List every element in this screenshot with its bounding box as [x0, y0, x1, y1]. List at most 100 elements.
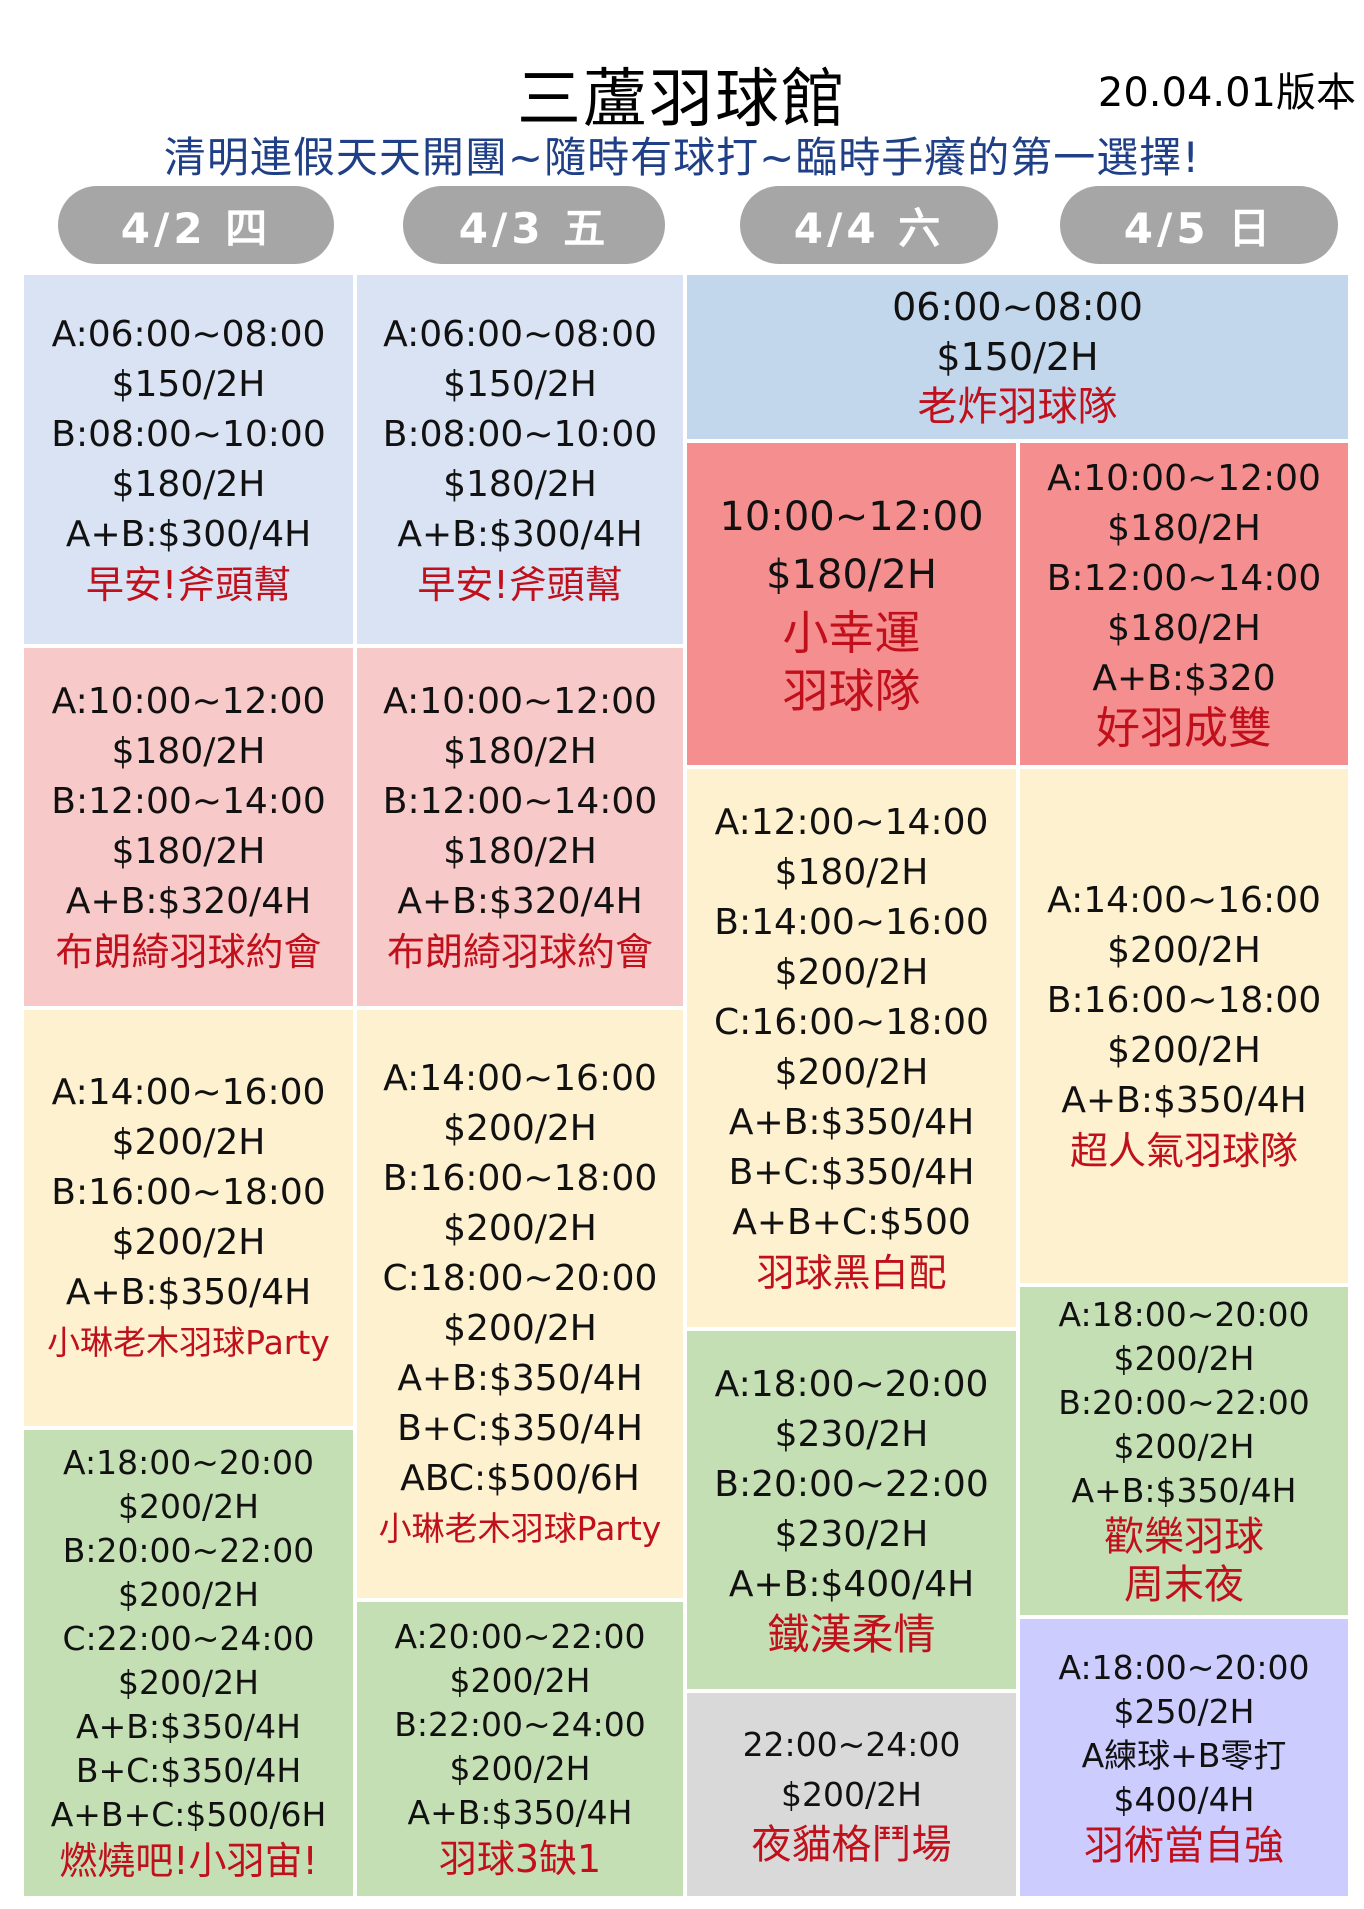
time-line: 10:00~12:00 — [719, 494, 984, 540]
team-name: 燃燒吧!小羽宙! — [59, 1839, 318, 1883]
price-line: $180/2H — [774, 852, 929, 893]
session-d1-evening: A:18:00~20:00 $200/2H B:20:00~22:00 $200… — [22, 1428, 355, 1898]
time-line: B:12:00~14:00 — [51, 781, 326, 822]
price-line: $150/2H — [936, 335, 1099, 379]
time-line: A:10:00~12:00 — [1047, 458, 1321, 499]
time-line: B:16:00~18:00 — [51, 1172, 326, 1213]
session-d4-night: A:18:00~20:00 $250/2H A練球+B零打 $400/4H 羽術… — [1018, 1617, 1350, 1898]
time-line: B:08:00~10:00 — [51, 413, 326, 455]
price-line: $150/2H — [111, 363, 266, 405]
session-d3-afternoon: A:12:00~14:00 $180/2H B:14:00~16:00 $200… — [685, 767, 1018, 1329]
time-line: B:08:00~10:00 — [382, 413, 658, 455]
team-name: 羽術當自強 — [1084, 1822, 1284, 1869]
combo-price-line: A+B:$350/4H — [728, 1102, 975, 1143]
team-name: 布朗綺羽球約會 — [55, 930, 322, 974]
time-line: A:14:00~16:00 — [51, 1072, 326, 1113]
session-d3-late-morning: 10:00~12:00 $180/2H 小幸運 羽球隊 — [685, 441, 1018, 767]
day-header-2: 4/3 五 — [403, 186, 665, 264]
price-line: $180/2H — [766, 552, 937, 598]
price-line: $200/2H — [111, 1222, 266, 1263]
price-line: $180/2H — [1107, 508, 1261, 549]
session-d2-afternoon: A:14:00~16:00 $200/2H B:16:00~18:00 $200… — [355, 1008, 685, 1600]
price-line: $200/2H — [1107, 930, 1261, 971]
price-line: $200/2H — [118, 1487, 259, 1526]
time-line: B:12:00~14:00 — [382, 781, 658, 822]
team-name: 小琳老木羽球Party — [378, 1509, 662, 1548]
team-name: 鐵漢柔情 — [767, 1610, 936, 1659]
combo-price-line: B+C:$350/4H — [397, 1408, 643, 1449]
team-name: 早安!斧頭幫 — [85, 562, 292, 607]
session-d3-night: 22:00~24:00 $200/2H 夜貓格鬥場 — [685, 1691, 1018, 1898]
team-name: 超人氣羽球隊 — [1069, 1129, 1298, 1173]
time-line: A:20:00~22:00 — [394, 1617, 646, 1656]
time-line: A:06:00~08:00 — [51, 313, 326, 355]
combo-price-line: A+B:$350/4H — [1061, 1080, 1307, 1121]
combo-price-line: B+C:$350/4H — [728, 1152, 975, 1193]
team-name: 羽球黑白配 — [756, 1251, 947, 1295]
price-line: $180/2H — [111, 463, 266, 505]
time-line: B:20:00~22:00 — [1058, 1383, 1310, 1422]
combo-price-line: A+B:$350/4H — [407, 1793, 633, 1832]
price-line: $180/2H — [111, 731, 266, 772]
price-line: $200/2H — [774, 952, 929, 993]
price-line: $200/2H — [449, 1661, 591, 1700]
time-line: B:12:00~14:00 — [1046, 558, 1322, 599]
team-name: 小幸運 — [782, 606, 921, 660]
team-name: 夜貓格鬥場 — [751, 1821, 952, 1868]
combo-price-line: A+B:$350/4H — [65, 1272, 312, 1313]
time-line: B:16:00~18:00 — [1046, 980, 1322, 1021]
combo-price-line: A+B+C:$500/6H — [50, 1795, 327, 1834]
page-title: 三蘆羽球館 — [517, 63, 847, 137]
combo-price-line: A+B:$300/4H — [397, 513, 643, 555]
price-line: $200/2H — [443, 1308, 597, 1349]
session-d1-afternoon: A:14:00~16:00 $200/2H B:16:00~18:00 $200… — [22, 1008, 355, 1428]
combo-price-line: A+B:$320 — [1092, 658, 1276, 699]
time-line: A:18:00~20:00 — [714, 1364, 989, 1405]
time-line: B:16:00~18:00 — [382, 1158, 658, 1199]
team-name: 周末夜 — [1124, 1562, 1244, 1608]
time-line: A練球+B零打 — [1081, 1735, 1287, 1775]
time-line: A:06:00~08:00 — [383, 313, 657, 355]
price-line: $200/2H — [443, 1208, 597, 1249]
price-line: $250/2H — [1113, 1691, 1255, 1731]
time-line: 06:00~08:00 — [892, 285, 1143, 329]
session-d3-evening: A:18:00~20:00 $230/2H B:20:00~22:00 $230… — [685, 1329, 1018, 1691]
price-line: $200/2H — [111, 1122, 266, 1163]
price-line: $200/2H — [449, 1749, 591, 1788]
price-line: $180/2H — [443, 463, 597, 505]
team-name: 小琳老木羽球Party — [47, 1323, 330, 1362]
price-line: $200/2H — [443, 1108, 597, 1149]
price-line: $200/2H — [1107, 1030, 1261, 1071]
page-subtitle: 清明連假天天開團~隨時有球打~臨時手癢的第一選擇! — [163, 133, 1201, 182]
session-d2-evening: A:20:00~22:00 $200/2H B:22:00~24:00 $200… — [355, 1600, 685, 1898]
combo-price-line: A+B:$350/4H — [397, 1358, 643, 1399]
session-d2-noon: A:10:00~12:00 $180/2H B:12:00~14:00 $180… — [355, 646, 685, 1008]
price-line: $200/2H — [118, 1663, 259, 1702]
price-line: $180/2H — [1107, 608, 1261, 649]
time-line: A:12:00~14:00 — [714, 802, 989, 843]
time-line: A:10:00~12:00 — [383, 681, 657, 722]
price-line: $180/2H — [443, 831, 597, 872]
team-name: 早安!斧頭幫 — [417, 562, 623, 607]
session-d4-afternoon: A:14:00~16:00 $200/2H B:16:00~18:00 $200… — [1018, 767, 1350, 1285]
combo-price-line: A+B:$350/4H — [76, 1707, 301, 1746]
team-name: 歡樂羽球 — [1104, 1514, 1264, 1560]
combo-price-line: A+B:$320/4H — [65, 881, 312, 922]
time-line: C:16:00~18:00 — [714, 1002, 989, 1043]
day-header-1: 4/2 四 — [58, 186, 334, 264]
time-line: A:18:00~20:00 — [1058, 1295, 1310, 1334]
time-line: 22:00~24:00 — [742, 1724, 961, 1764]
combo-price-line: A+B:$320/4H — [397, 881, 643, 922]
time-line: A:14:00~16:00 — [1047, 880, 1321, 921]
price-line: $230/2H — [774, 1414, 929, 1455]
time-line: A:18:00~20:00 — [1058, 1647, 1310, 1687]
combo-price-line: A+B:$400/4H — [728, 1564, 975, 1605]
session-d4-late-morning: A:10:00~12:00 $180/2H B:12:00~14:00 $180… — [1018, 441, 1350, 767]
team-name: 布朗綺羽球約會 — [386, 930, 653, 974]
session-d1-noon: A:10:00~12:00 $180/2H B:12:00~14:00 $180… — [22, 646, 355, 1008]
time-line: B:20:00~22:00 — [62, 1531, 315, 1570]
price-line: $180/2H — [443, 731, 597, 772]
session-d4-evening: A:18:00~20:00 $200/2H B:20:00~22:00 $200… — [1018, 1285, 1350, 1617]
combo-price-line: A+B:$300/4H — [65, 513, 312, 555]
session-d34-morning: 06:00~08:00 $150/2H 老炸羽球隊 — [685, 273, 1350, 441]
